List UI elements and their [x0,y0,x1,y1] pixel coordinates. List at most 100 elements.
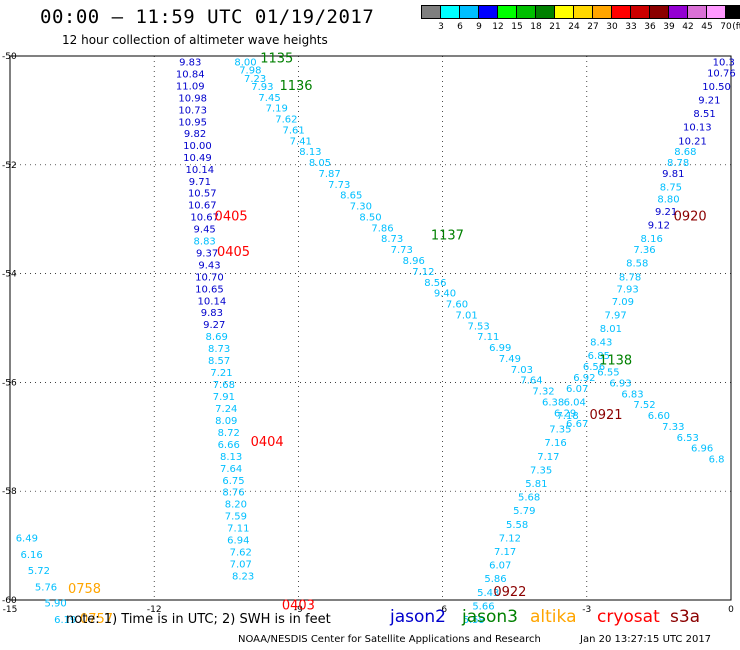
pass-time-label: 0920 [674,209,707,224]
pass-time-label: 1138 [599,354,632,369]
wave-height-label: 8.43 [590,338,612,349]
pass-time-label: 0405 [215,209,248,224]
pass-time-label: 0405 [217,245,250,260]
wave-height-label: 7.61 [282,125,304,136]
wave-height-label: 9.40 [434,289,456,300]
wave-height-label: 7.53 [468,321,490,332]
wave-height-label: 7.33 [662,422,684,433]
wave-height-label: 7.03 [511,365,533,376]
wave-height-label: 6.94 [227,536,249,547]
wave-height-label: 10.98 [178,93,207,104]
wave-height-label: 6.16 [20,550,42,561]
wave-height-label: 6.67 [566,419,588,430]
wave-height-label: 7.35 [549,425,571,436]
wave-height-label: 5.58 [506,520,528,531]
wave-height-label: 7.12 [499,533,521,544]
wave-height-label: 9.37 [196,248,218,259]
wave-height-label: 8.78 [619,272,641,283]
lon-tick-label: -15 [3,605,18,615]
wave-height-label: 6.29 [554,408,576,419]
wave-height-label: 7.60 [446,300,468,311]
wave-height-label: 10.00 [183,141,212,152]
wave-height-label: 7.21 [210,368,232,379]
wave-height-label: 6.60 [648,411,670,422]
wave-height-label: 7.73 [328,180,350,191]
wave-height-label: 5.72 [28,566,50,577]
wave-height-label: 5.81 [525,479,547,490]
wave-height-label: 6.49 [16,533,38,544]
legend-label: 3 [438,22,444,32]
legend-label: 27 [587,22,599,32]
lat-tick-label: -52 [2,161,17,171]
wave-height-label: 7.16 [544,438,566,449]
wave-height-label: 7.93 [617,284,639,295]
pass-time-label: 0922 [493,585,526,600]
wave-height-label: 6.38 [542,397,564,408]
wave-height-label: 7.86 [371,223,393,234]
wave-height-label: 7.17 [537,452,559,463]
pass-time-label: 1135 [260,52,293,67]
lon-tick-label: -12 [147,605,162,615]
wave-height-label: 5.79 [513,506,535,517]
legend-label: 70 [720,22,732,32]
wave-height-label: 5.68 [518,493,540,504]
credit-line: NOAA/NESDIS Center for Satellite Applica… [238,634,541,645]
legend-label: 42 [682,22,694,32]
wave-height-label: 8.51 [693,109,715,120]
lat-tick-label: -58 [2,487,17,497]
legend-label: 21 [549,22,561,32]
wave-height-label: 7.07 [230,560,252,571]
wave-height-label: 8.72 [218,428,240,439]
wave-height-label: 5.59 [463,615,485,626]
wave-height-label: 7.52 [633,400,655,411]
wave-height-label: 7.49 [499,354,521,365]
wave-height-label: 6.07 [566,384,588,395]
wave-height-label: 7.19 [266,104,288,115]
legend-label: 6 [457,22,463,32]
wave-height-label: 8.23 [232,572,254,583]
wave-height-label: 8.73 [381,234,403,245]
lat-tick-label: -60 [2,596,17,606]
wave-height-label: 6.19 [54,615,76,626]
satellite-label-jason2: jason2 [390,607,446,627]
lon-tick-label: -3 [582,605,591,615]
wave-height-label: 5.43 [477,588,499,599]
wave-height-label: 7.62 [230,548,252,559]
wave-height-label: 8.13 [220,452,242,463]
wave-height-label: 8.56 [424,278,446,289]
legend-label: 9 [476,22,482,32]
legend-label: 39 [663,22,675,32]
wave-height-label: 8.58 [626,259,648,270]
pass-time-label: 0921 [589,408,622,423]
pass-time-label: 1136 [279,79,312,94]
wave-height-label: 7.62 [275,115,297,126]
wave-height-label: 9.82 [184,129,206,140]
wave-height-label: 10.95 [178,117,207,128]
wave-height-label: 6.04 [564,397,586,408]
lat-tick-label: -56 [2,378,17,388]
wave-height-label: 6.53 [677,433,699,444]
wave-height-label: 10.21 [678,136,707,147]
wave-height-label: 8.13 [299,147,321,158]
wave-height-label: 7.24 [215,404,237,415]
lat-tick-label: -54 [2,270,17,280]
wave-height-label: 9.81 [662,169,684,180]
map-title: 00:00 – 11:59 UTC 01/19/2017 [40,6,375,28]
wave-height-label: 11.09 [176,81,205,92]
wave-height-label: 10.65 [195,284,224,295]
wave-height-label: 9.12 [648,221,670,232]
satellite-label-s3a: s3a [670,607,701,627]
pass-time-label: 0757 [80,612,113,627]
legend-label: 18 [530,22,542,32]
wave-height-label: 8.96 [403,256,425,267]
legend-label: 15 [511,22,523,32]
wave-height-label: 8.76 [222,488,244,499]
wave-height-label: 7.17 [494,547,516,558]
wave-height-label: 10.73 [178,105,207,116]
wave-height-label: 9.43 [198,260,220,271]
wave-height-label: 10.50 [702,82,731,93]
wave-height-label: 7.35 [530,465,552,476]
